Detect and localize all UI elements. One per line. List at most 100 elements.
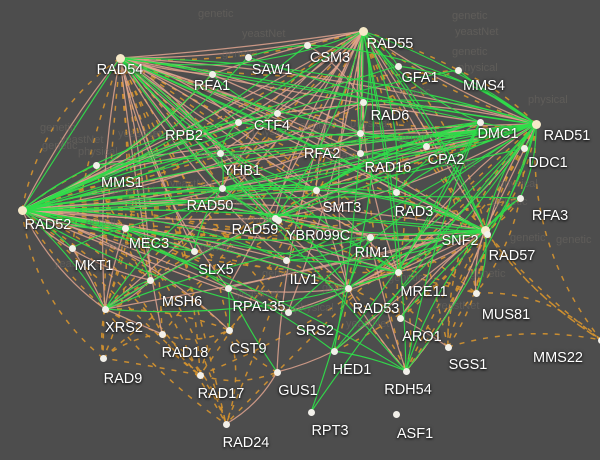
graph-node-mre11[interactable]: [394, 268, 402, 276]
graph-node-snf2[interactable]: [480, 225, 490, 235]
node-label-mre11[interactable]: MRE11: [400, 284, 448, 300]
graph-node-mkt1[interactable]: [68, 244, 76, 252]
graph-node-ybr099c[interactable]: [274, 216, 282, 224]
graph-node-rad51[interactable]: [531, 119, 541, 129]
node-label-msh6[interactable]: MSH6: [161, 294, 203, 310]
graph-node-rpa135[interactable]: [224, 284, 232, 292]
graph-node-yhb1[interactable]: [216, 149, 224, 157]
node-label-xrs2[interactable]: XRS2: [105, 320, 143, 336]
node-label-rdh54[interactable]: RDH54: [384, 382, 432, 398]
node-label-mkt1[interactable]: MKT1: [74, 258, 114, 274]
node-label-rfa3[interactable]: RFA3: [531, 208, 569, 224]
graph-node-asf1[interactable]: [392, 410, 400, 418]
graph-node-smt3[interactable]: [312, 186, 320, 194]
graph-node-rad54[interactable]: [115, 53, 125, 63]
node-label-ilv1[interactable]: ILV1: [289, 272, 319, 288]
node-label-rfa2[interactable]: RFA2: [303, 146, 341, 162]
node-label-aro1[interactable]: ARO1: [402, 329, 442, 345]
graph-node-dmc1[interactable]: [476, 118, 484, 126]
node-label-mms4[interactable]: MMS4: [463, 78, 505, 94]
graph-node-mus81[interactable]: [472, 289, 480, 297]
graph-node-sgs1[interactable]: [444, 343, 452, 351]
graph-node-rad24[interactable]: [222, 420, 230, 428]
node-label-saw1[interactable]: SAW1: [251, 62, 293, 78]
graph-node-rfa3[interactable]: [516, 194, 524, 202]
node-label-csm3[interactable]: CSM3: [309, 50, 351, 66]
node-label-rfa1[interactable]: RFA1: [193, 78, 231, 94]
graph-node-mms1[interactable]: [92, 161, 100, 169]
node-label-cpa2[interactable]: CPA2: [427, 152, 465, 168]
graph-node-mms22[interactable]: [597, 336, 600, 344]
node-label-rad16[interactable]: RAD16: [364, 160, 412, 176]
node-label-slx5[interactable]: SLX5: [198, 262, 234, 278]
node-label-rad51[interactable]: RAD51: [543, 128, 591, 144]
node-label-rad24[interactable]: RAD24: [222, 435, 270, 451]
graph-node-rpb2[interactable]: [234, 118, 242, 126]
graph-node-rad9[interactable]: [99, 354, 107, 362]
graph-node-rdh54[interactable]: [402, 367, 410, 375]
node-label-ybr099c[interactable]: YBR099C: [285, 228, 351, 244]
node-label-smt3[interactable]: SMT3: [322, 200, 362, 216]
graph-node-xrs2[interactable]: [101, 305, 109, 313]
graph-node-gfa1[interactable]: [394, 62, 402, 70]
node-label-rpa135[interactable]: RPA135: [232, 299, 286, 315]
node-label-rad59[interactable]: RAD59: [231, 222, 279, 238]
graph-node-msh6[interactable]: [146, 276, 154, 284]
graph-node-rad55[interactable]: [358, 26, 368, 36]
node-label-rad50[interactable]: RAD50: [186, 198, 234, 214]
node-label-mms22[interactable]: MMS22: [533, 350, 583, 366]
graph-node-ddc1[interactable]: [520, 144, 528, 152]
node-label-mus81[interactable]: MUS81: [481, 307, 531, 323]
graph-node-rad52[interactable]: [17, 205, 27, 215]
node-label-asf1[interactable]: ASF1: [396, 426, 434, 442]
node-label-rad6[interactable]: RAD6: [370, 108, 410, 124]
graph-node-rad50[interactable]: [218, 184, 226, 192]
graph-node-rfa2[interactable]: [356, 129, 364, 137]
node-label-srs2[interactable]: SRS2: [296, 323, 334, 339]
node-label-rad54[interactable]: RAD54: [96, 62, 144, 78]
node-label-yhb1[interactable]: YHB1: [223, 163, 261, 179]
graph-node-rad57[interactable]: [483, 230, 491, 238]
node-label-rpt3[interactable]: RPT3: [311, 423, 349, 439]
graph-node-rim1[interactable]: [366, 233, 374, 241]
node-label-rad9[interactable]: RAD9: [103, 371, 143, 387]
node-label-rad57[interactable]: RAD57: [488, 248, 536, 264]
graph-node-rfa1[interactable]: [208, 70, 216, 78]
node-label-rpb2[interactable]: RPB2: [165, 128, 203, 144]
graph-node-aro1[interactable]: [396, 314, 404, 322]
graph-node-mec3[interactable]: [121, 224, 129, 232]
graph-node-srs2[interactable]: [284, 308, 292, 316]
graph-node-hed1[interactable]: [330, 347, 338, 355]
node-label-rim1[interactable]: RIM1: [354, 245, 390, 261]
node-label-snf2[interactable]: SNF2: [441, 233, 479, 249]
graph-node-rad3[interactable]: [392, 188, 400, 196]
graph-node-cst9[interactable]: [225, 326, 233, 334]
node-label-dmc1[interactable]: DMC1: [477, 126, 519, 142]
graph-node-mms4[interactable]: [454, 66, 462, 74]
node-label-ddc1[interactable]: DDC1: [528, 155, 568, 171]
node-label-rad53[interactable]: RAD53: [352, 301, 400, 317]
graph-node-rad53[interactable]: [344, 284, 352, 292]
graph-node-slx5[interactable]: [190, 247, 198, 255]
node-label-gus1[interactable]: GUS1: [278, 383, 318, 399]
graph-node-ilv1[interactable]: [282, 256, 290, 264]
node-label-ctf4[interactable]: CTF4: [253, 118, 291, 134]
graph-node-rad18[interactable]: [158, 330, 166, 338]
node-label-mec3[interactable]: MEC3: [128, 236, 170, 252]
node-label-mms1[interactable]: MMS1: [101, 175, 143, 191]
graph-node-rad17[interactable]: [196, 371, 204, 379]
node-label-rad18[interactable]: RAD18: [161, 345, 209, 361]
graph-node-rad16[interactable]: [356, 149, 364, 157]
graph-node-rad6[interactable]: [359, 98, 367, 106]
node-label-hed1[interactable]: HED1: [332, 362, 372, 378]
node-label-rad55[interactable]: RAD55: [366, 36, 414, 52]
node-label-gfa1[interactable]: GFA1: [401, 70, 439, 86]
graph-node-gus1[interactable]: [273, 368, 281, 376]
graph-node-saw1[interactable]: [244, 53, 252, 61]
graph-node-cpa2[interactable]: [422, 142, 430, 150]
graph-node-rpt3[interactable]: [307, 408, 315, 416]
node-label-rad3[interactable]: RAD3: [394, 204, 434, 220]
graph-node-csm3[interactable]: [303, 41, 311, 49]
node-label-cst9[interactable]: CST9: [229, 341, 267, 357]
